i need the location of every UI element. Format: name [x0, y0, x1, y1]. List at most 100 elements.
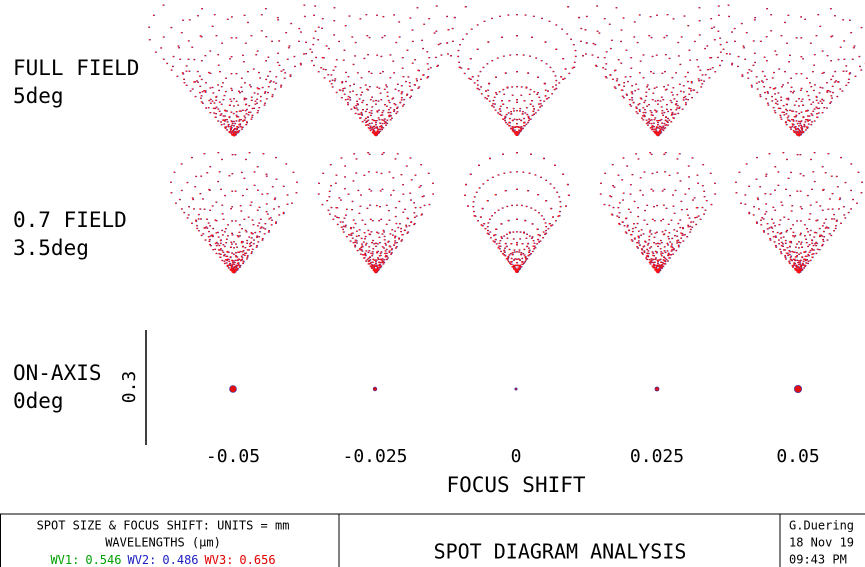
- spot-dot: [223, 255, 225, 257]
- spot-dot: [650, 111, 652, 114]
- spot-dot: [458, 66, 461, 68]
- spot-dot: [375, 259, 377, 261]
- spot-dot: [188, 19, 191, 21]
- spot-dot: [657, 132, 659, 134]
- spot-dot: [360, 237, 362, 240]
- spot-dot: [400, 93, 402, 95]
- spot-dot: [347, 95, 349, 98]
- spot-dot: [519, 259, 521, 261]
- spot-dot: [729, 53, 731, 55]
- spot-dot: [226, 121, 228, 123]
- spot-dot: [235, 268, 237, 270]
- spot-dot: [411, 29, 413, 31]
- spot-dot: [388, 115, 390, 117]
- spot-dot: [178, 198, 181, 201]
- spot-dot: [516, 35, 518, 37]
- spot-dot: [239, 124, 241, 126]
- spot-dot: [659, 132, 661, 135]
- spot-dot: [237, 267, 239, 270]
- spot-dot: [303, 53, 305, 55]
- spot-dot: [383, 35, 386, 37]
- spot-dot: [247, 71, 249, 73]
- spot-dot: [369, 204, 371, 206]
- spot-dot: [534, 247, 536, 249]
- spot-dot: [645, 122, 648, 125]
- spot-dot: [369, 263, 371, 265]
- spot-dot: [267, 56, 269, 58]
- spot-dot: [509, 262, 511, 264]
- spot-dot: [556, 191, 558, 193]
- spot-dot: [526, 233, 528, 235]
- spot-dot: [353, 106, 355, 108]
- spot-dot: [501, 207, 503, 209]
- spot-dot: [353, 107, 356, 109]
- spot-dot: [162, 58, 165, 60]
- spot-dot: [381, 261, 383, 263]
- spot-dot: [372, 239, 374, 242]
- spot-dot: [604, 68, 606, 70]
- spot-dot: [526, 113, 528, 116]
- spot-dot: [532, 240, 534, 242]
- spot-dot: [317, 71, 319, 73]
- spot-dot: [422, 74, 424, 76]
- spot-dot: [551, 224, 553, 226]
- spot-dot: [173, 171, 175, 173]
- spot-dot: [486, 98, 488, 100]
- spot-dot: [639, 97, 641, 99]
- spot-dot: [523, 254, 525, 256]
- spot-dot: [380, 251, 382, 253]
- spot-dot: [665, 88, 668, 90]
- spot-dot: [352, 90, 354, 92]
- spot-dot: [494, 212, 496, 214]
- spot-dot: [433, 32, 435, 34]
- spot-dot: [545, 232, 547, 235]
- spot-dot: [377, 258, 379, 260]
- spot-dot: [234, 154, 236, 156]
- spot-dot: [312, 43, 314, 46]
- spot-dot: [355, 172, 357, 174]
- spot-dot: [508, 125, 511, 127]
- spot-dot: [502, 103, 504, 105]
- spot-dot: [345, 214, 347, 216]
- spot-dot: [555, 79, 557, 82]
- spot-dot: [375, 134, 377, 136]
- spot-dot: [517, 126, 519, 128]
- spot-dot: [426, 63, 428, 65]
- spot-dot: [333, 34, 335, 36]
- spot-dot: [524, 219, 526, 222]
- spot-dot: [566, 183, 569, 186]
- spot-dot: [390, 115, 392, 117]
- spot-dot: [512, 259, 515, 261]
- spot-dot: [526, 258, 528, 260]
- spot-dot: [511, 126, 513, 128]
- spot-dot: [413, 216, 416, 218]
- spot-dot: [233, 271, 235, 273]
- spot-dot: [240, 210, 242, 212]
- spot-dot: [552, 70, 554, 73]
- spot-dot: [418, 186, 420, 188]
- spot-dot: [559, 206, 561, 208]
- spot-dot: [521, 263, 523, 265]
- spot-dot: [226, 119, 228, 121]
- spot-dot: [379, 72, 381, 74]
- spot-dot: [421, 213, 423, 215]
- spot-dot: [270, 224, 272, 226]
- spot-dot: [379, 92, 381, 94]
- spot-dot: [328, 196, 330, 198]
- spot-dot: [679, 90, 682, 92]
- spot-dot: [427, 76, 429, 78]
- spot-dot: [381, 114, 383, 116]
- spot-dot: [494, 238, 497, 241]
- spot-dot: [193, 81, 195, 83]
- spot-dot: [525, 205, 527, 208]
- spot-dot: [378, 220, 380, 222]
- spot-dot: [231, 270, 233, 272]
- spot-dot: [409, 17, 411, 19]
- spot-dot: [703, 80, 705, 82]
- spot: [580, 5, 736, 137]
- spot-dot: [275, 221, 277, 223]
- spot-dot: [199, 35, 201, 37]
- spot-dot: [152, 14, 155, 16]
- spot-dot: [317, 26, 320, 28]
- spot-dot: [375, 265, 378, 267]
